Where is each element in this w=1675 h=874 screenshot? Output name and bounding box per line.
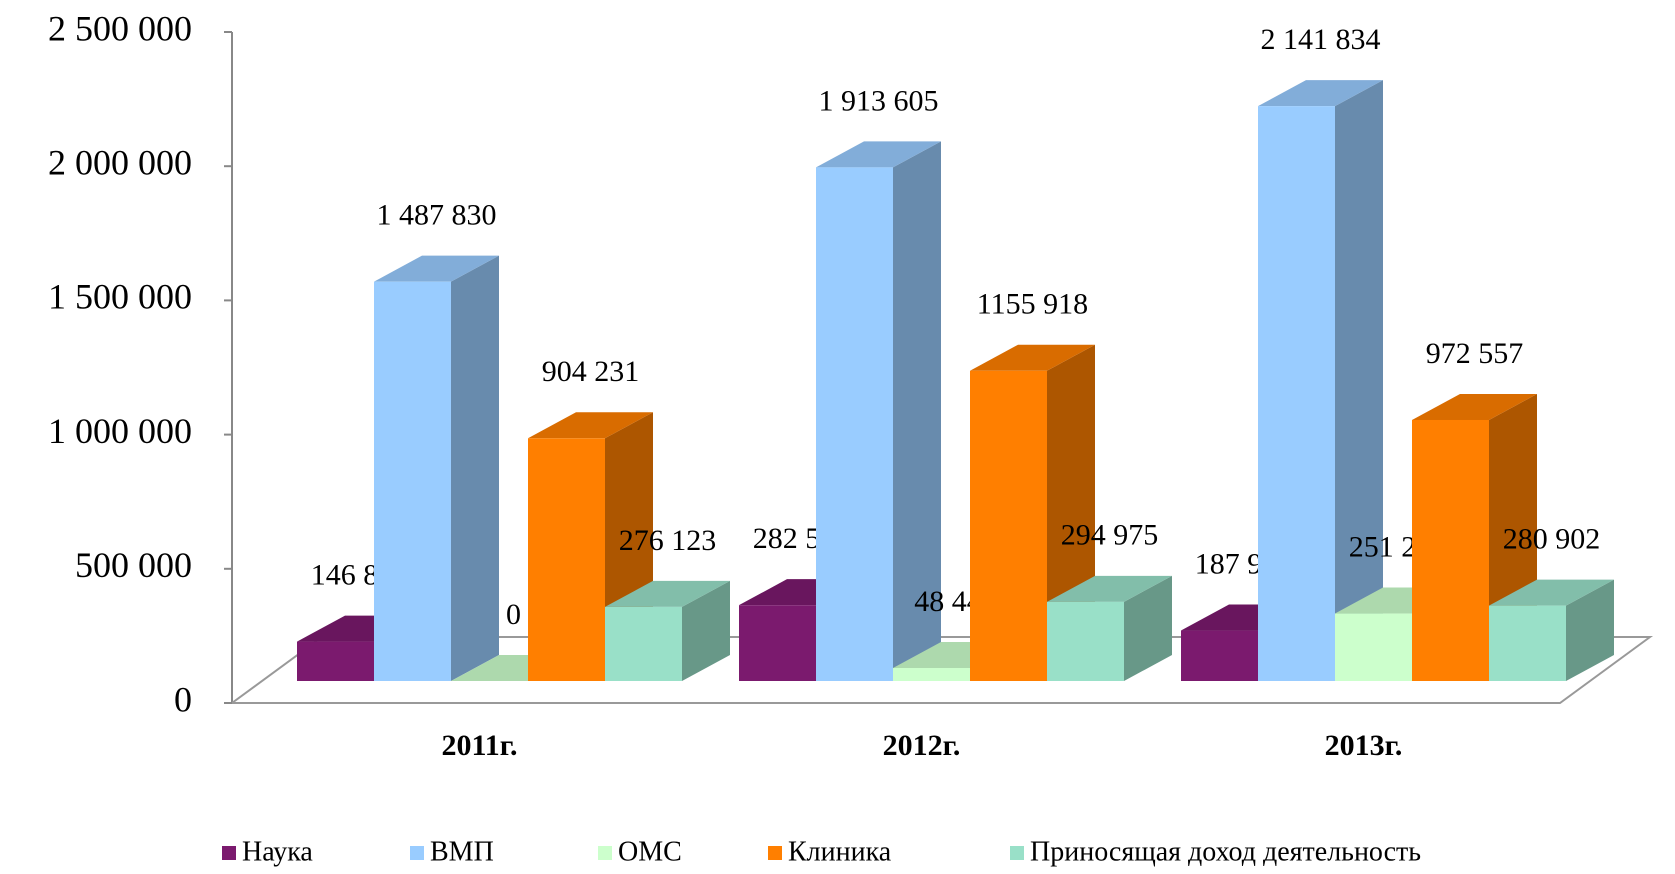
y-tick-label: 0: [174, 679, 192, 719]
x-tick-label: 2012г.: [883, 729, 961, 762]
data-label: 972 557: [1426, 337, 1524, 370]
bar-top: [1489, 579, 1614, 606]
bar-front: [1047, 601, 1124, 681]
bar-top: [816, 141, 941, 168]
legend-swatch: [598, 846, 612, 860]
x-tick-label: 2011г.: [441, 729, 517, 762]
bar: [1047, 575, 1172, 681]
bar-front: [1258, 106, 1335, 681]
bar-front: [1412, 419, 1489, 681]
y-tick-label: 500 000: [75, 545, 192, 585]
legend-swatch: [768, 846, 782, 860]
bar-top: [605, 580, 730, 607]
bar: [1489, 579, 1614, 681]
legend-label: Приносящая доход деятельность: [1030, 836, 1421, 867]
legend-swatch: [410, 846, 424, 860]
bar: [816, 141, 941, 681]
bar-side: [1566, 579, 1614, 681]
data-label: 294 975: [1061, 519, 1159, 552]
data-label: 1155 918: [977, 288, 1088, 321]
bar-front: [1181, 630, 1258, 681]
bar-side: [451, 255, 499, 681]
data-label: 2 141 834: [1261, 23, 1381, 56]
data-label: 0: [506, 598, 521, 631]
bar-front: [374, 281, 451, 681]
bar-side: [893, 141, 941, 681]
bar-top: [1047, 575, 1172, 602]
bar-front: [1489, 605, 1566, 681]
floor: [228, 636, 1654, 704]
bar-front: [816, 167, 893, 681]
legend-label: ОМС: [618, 836, 682, 867]
bar-top: [528, 412, 653, 439]
bar-front: [605, 606, 682, 681]
legend-label: ВМП: [430, 836, 494, 867]
bar-side: [682, 580, 730, 681]
y-tick-label: 1 000 000: [48, 411, 192, 451]
bar: [374, 255, 499, 681]
legend-swatch: [1010, 846, 1024, 860]
bar-front: [970, 370, 1047, 681]
bar-front: [297, 641, 374, 681]
bar: [528, 412, 653, 681]
data-label: 1 913 605: [819, 84, 939, 117]
bar: [1258, 80, 1383, 681]
bar-front: [739, 605, 816, 681]
bar: [605, 580, 730, 681]
y-tick-label: 2 000 000: [48, 142, 192, 182]
bar-top: [374, 255, 499, 282]
bar-top: [1412, 393, 1537, 420]
data-label: 280 902: [1503, 522, 1601, 555]
bar-top: [970, 344, 1095, 371]
legend-swatch: [222, 846, 236, 860]
legend-label: Наука: [242, 836, 313, 867]
legend-label: Клиника: [788, 836, 892, 867]
bar-front: [893, 667, 970, 681]
bar-front: [528, 438, 605, 681]
bar-side: [1124, 575, 1172, 681]
bar-front: [1335, 613, 1412, 681]
data-label: 276 123: [619, 524, 717, 557]
x-tick-label: 2013г.: [1325, 729, 1403, 762]
y-tick-label: 2 500 000: [48, 8, 192, 48]
y-tick-label: 1 500 000: [48, 277, 192, 317]
data-label: 904 231: [542, 355, 640, 388]
bar-side: [1335, 80, 1383, 681]
bar-top: [1258, 80, 1383, 107]
data-label: 1 487 830: [377, 199, 497, 232]
